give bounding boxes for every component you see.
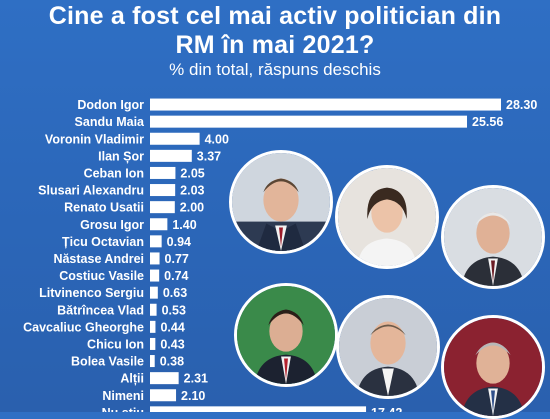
value-label: 17.42 [371,406,402,412]
bar [150,389,177,402]
chart-title: Cine a fost cel mai activ politician din… [0,2,550,60]
portrait-6-icon [441,315,545,419]
category-label: Litvinenco Sergiu [39,286,144,300]
value-label: 2.03 [180,184,204,198]
value-label: 0.94 [167,235,191,249]
bar [150,132,200,145]
value-label: 0.38 [160,355,184,369]
portrait-5-icon [336,295,440,399]
bar [150,115,468,128]
title-line-2: RM în mai 2021? [175,31,375,59]
bar [150,166,176,179]
portrait-2-icon [335,165,439,269]
category-label: Alții [120,372,144,386]
category-label: Ilan Șor [98,149,144,163]
bar [150,269,160,282]
category-label: Sandu Maia [75,115,146,129]
category-label: Nu știu [102,406,144,412]
bar [150,286,158,299]
category-label: Chicu Ion [87,337,144,351]
chart-subtitle: % din total, răspuns deschis [169,60,381,79]
category-label: Dodon Igor [77,98,144,112]
category-label: Bătrîncea Vlad [57,303,144,317]
bar [150,98,501,111]
value-label: 0.74 [164,269,188,283]
bar [150,337,156,350]
value-label: 3.37 [197,149,221,163]
value-label: 0.44 [160,320,184,334]
category-label: Grosu Igor [80,218,144,232]
bar [150,406,367,412]
value-label: 0.63 [163,286,187,300]
bar [150,201,175,214]
category-label: Nimeni [102,389,144,403]
value-label: 2.10 [181,389,205,403]
portrait-1-icon [229,150,333,254]
category-label: Slusari Alexandru [38,184,144,198]
value-label: 4.00 [205,132,229,146]
bar [150,235,162,248]
category-label: Renato Usatii [64,201,144,215]
category-label: Ceban Ion [84,166,144,180]
bar [150,218,168,231]
category-label: Voronin Vladimir [45,132,144,146]
portrait-3-icon [441,185,545,289]
bar [150,252,160,265]
bar [150,149,192,162]
category-label: Cavcaliuc Gheorghe [23,320,144,334]
value-label: 25.56 [472,115,503,129]
value-label: 2.05 [180,166,204,180]
value-label: 2.00 [180,201,204,215]
value-label: 0.53 [162,303,186,317]
category-label: Năstase Andrei [53,252,144,266]
bar [150,355,155,368]
value-label: 0.77 [165,252,189,266]
value-label: 0.43 [160,337,184,351]
bar [150,320,156,333]
bar [150,303,157,316]
value-label: 2.31 [184,372,208,386]
value-label: 28.30 [506,98,537,112]
category-label: Bolea Vasile [71,355,144,369]
portrait-4-icon [234,283,338,387]
bar [150,372,179,385]
title-line-1: Cine a fost cel mai activ politician din [48,2,502,30]
value-label: 1.40 [172,218,196,232]
category-label: Costiuc Vasile [59,269,144,283]
category-label: Țicu Octavian [62,235,144,249]
bar [150,184,176,197]
